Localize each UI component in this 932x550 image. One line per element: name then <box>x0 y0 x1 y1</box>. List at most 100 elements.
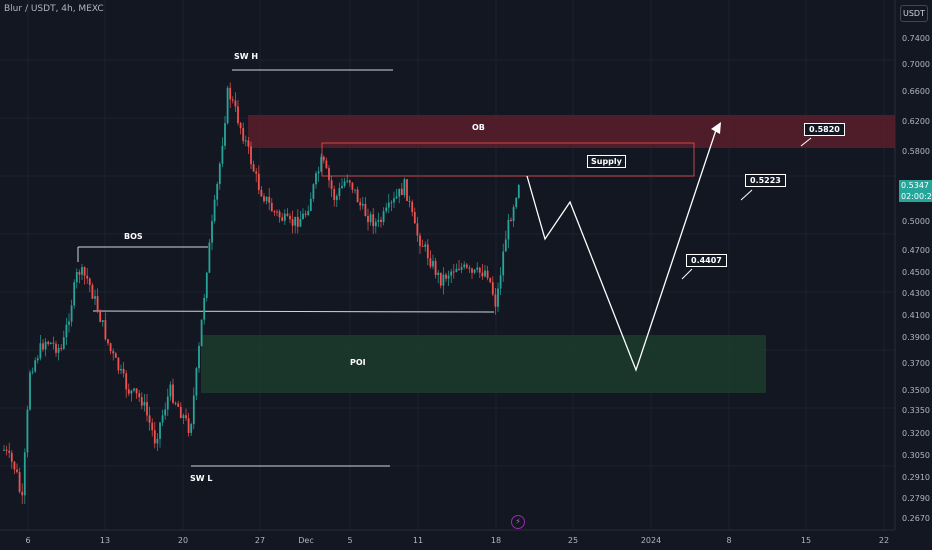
poi-zone[interactable] <box>201 335 766 393</box>
candle-body <box>346 180 349 182</box>
candle-body <box>265 196 268 202</box>
candle-body <box>34 360 37 372</box>
candle-body <box>242 127 245 142</box>
candle-body <box>195 368 198 396</box>
candle-body <box>515 197 518 208</box>
candle-body <box>491 282 494 295</box>
candle-body <box>387 202 390 208</box>
candle-body <box>442 274 445 286</box>
candle-body <box>172 384 174 403</box>
candle-body <box>320 156 323 172</box>
candle-body <box>52 342 55 344</box>
candle-body <box>224 123 226 146</box>
candle-body <box>497 288 499 307</box>
candle-body <box>486 270 489 279</box>
symbol-title[interactable]: Blur / USDT, 4h, MEXC <box>4 4 104 14</box>
candle-body <box>437 272 440 275</box>
candle-body <box>231 99 234 101</box>
candle-body <box>478 267 481 273</box>
candle-body <box>185 415 187 419</box>
currency-badge[interactable]: USDT <box>900 5 928 22</box>
candle-body <box>237 106 239 124</box>
candle-body <box>159 422 161 439</box>
candle-body <box>502 251 505 276</box>
candle-body <box>499 275 502 289</box>
candle-body <box>81 267 83 275</box>
candle-body <box>348 180 351 183</box>
time-tick-label: 15 <box>800 536 812 545</box>
candles <box>3 82 520 505</box>
candle-body <box>416 223 419 236</box>
candle-body <box>244 140 247 142</box>
candle-body <box>481 272 484 277</box>
candle-body <box>315 173 317 185</box>
candle-body <box>257 173 260 190</box>
candle-body <box>395 196 398 199</box>
time-tick-label: 22 <box>878 536 890 545</box>
last-price-value: 0.5347 <box>901 181 929 190</box>
price-tick-label: 0.4700 <box>902 246 930 255</box>
projection-path <box>526 126 718 372</box>
price-tick-label: 0.2790 <box>902 494 930 503</box>
candle-body <box>445 274 447 279</box>
candle-body <box>156 438 159 444</box>
poi-label: POI <box>350 358 366 367</box>
candle-body <box>299 219 302 227</box>
time-tick-label: 5 <box>347 536 353 545</box>
candle-body <box>512 207 515 222</box>
price-tick-label: 0.6200 <box>902 117 930 126</box>
candle-body <box>190 424 193 433</box>
candle-body <box>289 215 291 220</box>
candle-body <box>341 185 343 189</box>
candle-body <box>10 452 13 462</box>
candle-body <box>148 415 151 423</box>
candle-body <box>73 282 76 306</box>
candle-body <box>3 449 5 451</box>
candle-body <box>255 171 258 174</box>
candle-body <box>47 341 50 345</box>
candle-body <box>99 311 102 322</box>
time-tick-label: 25 <box>567 536 579 545</box>
liquidity-line[interactable] <box>92 310 495 313</box>
candle-body <box>393 198 395 203</box>
candle-body <box>328 168 330 181</box>
candle-body <box>5 449 8 451</box>
candle-body <box>268 196 271 203</box>
candle-body <box>372 214 375 227</box>
candle-body <box>229 87 232 100</box>
candle-body <box>18 472 21 492</box>
candle-body <box>78 272 81 275</box>
candle-body <box>455 268 458 273</box>
candle-body <box>62 337 65 349</box>
candle-body <box>471 268 473 273</box>
price-tick-label: 0.7000 <box>902 60 930 69</box>
candle-body <box>29 372 31 410</box>
candle-body <box>403 179 406 196</box>
candle-body <box>468 267 471 269</box>
candle-body <box>278 211 281 218</box>
time-tick-label: Dec <box>298 536 314 545</box>
candle-body <box>367 215 369 223</box>
pointer-0.5223 <box>740 189 753 201</box>
candle-body <box>13 461 16 470</box>
candle-body <box>447 275 450 279</box>
candle-body <box>122 368 125 374</box>
candle-body <box>151 422 154 431</box>
candle-body <box>400 188 403 196</box>
candle-body <box>325 160 328 169</box>
candle-body <box>406 179 408 201</box>
candle-body <box>434 260 437 275</box>
candle-body <box>86 275 89 279</box>
candle-body <box>166 396 169 410</box>
price-tick-label: 0.3350 <box>902 406 930 415</box>
candle-body <box>335 196 338 200</box>
candle-body <box>130 390 133 394</box>
candle-body <box>88 278 91 285</box>
candle-body <box>377 219 380 222</box>
candle-body <box>504 239 507 252</box>
candle-body <box>127 389 130 394</box>
price-tick-label: 0.2670 <box>902 514 930 523</box>
candle-body <box>424 244 427 247</box>
lightning-icon[interactable]: ⚡ <box>511 515 525 529</box>
